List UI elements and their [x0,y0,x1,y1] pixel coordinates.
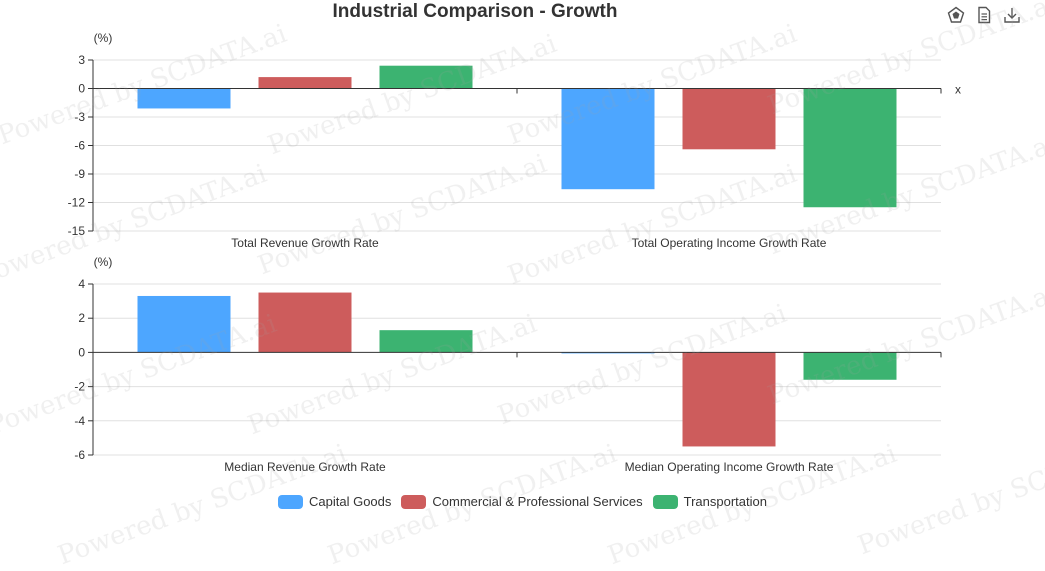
bar [379,330,473,353]
legend-label: Transportation [683,494,767,509]
chart-area: 3 0 -3 -6 -9 -12 -15 (%) Total Revenue Growth Ra… [68,31,961,474]
data-view-icon[interactable] [947,6,965,24]
y-tick-label: -15 [68,224,86,238]
legend-swatch [401,494,427,509]
y-tick-label: -3 [74,110,85,124]
bar [682,88,776,150]
y-axis-unit-label: (%) [94,31,113,45]
chart-panel-2: 4 2 0 -2 -4 -6 (%) Median Revenue Growth Rate Me… [74,255,942,474]
download-icon[interactable] [1003,6,1021,24]
bar [258,292,352,353]
y-tick-label: -12 [68,196,86,210]
y-tick-label: 2 [78,311,85,325]
y-tick-label: -4 [74,414,85,428]
bar [379,65,473,89]
y-tick-label: -6 [74,448,85,462]
x-category-label: Median Operating Income Growth Rate [625,460,834,474]
bar [803,88,897,208]
y-tick-label: 4 [78,277,85,291]
y-axis-unit-label: (%) [94,255,113,269]
chart-panel-1: 3 0 -3 -6 -9 -12 -15 (%) Total Revenue Growth Ra… [68,31,961,250]
bar [137,88,231,109]
legend-swatch [278,494,304,509]
x-category-label: Median Revenue Growth Rate [224,460,386,474]
document-icon[interactable] [975,6,993,24]
x-category-label: Total Revenue Growth Rate [231,236,379,250]
y-tick-label: 0 [78,82,85,96]
legend-swatch [652,494,678,509]
bar [682,352,776,447]
x-axis-name: x [955,83,961,97]
y-tick-label: 0 [78,345,85,359]
bar [803,352,897,380]
legend-item[interactable]: Transportation [652,494,767,509]
y-tick-label: -2 [74,380,85,394]
toolbox [947,6,1021,24]
legend-label: Capital Goods [309,494,392,509]
y-tick-label: 3 [78,53,85,67]
y-tick-label: -9 [74,167,85,181]
bar [137,295,231,353]
x-category-label: Total Operating Income Growth Rate [632,236,827,250]
bar [561,88,655,190]
chart-title: Industrial Comparison - Growth [332,1,618,22]
legend-item[interactable]: Commercial & Professional Services [401,494,643,509]
legend: Capital Goods Commercial & Professional S… [0,494,1045,509]
legend-item[interactable]: Capital Goods [278,494,391,509]
legend-label: Commercial & Professional Services [432,494,643,509]
bar [258,77,352,89]
y-tick-label: -6 [74,139,85,153]
